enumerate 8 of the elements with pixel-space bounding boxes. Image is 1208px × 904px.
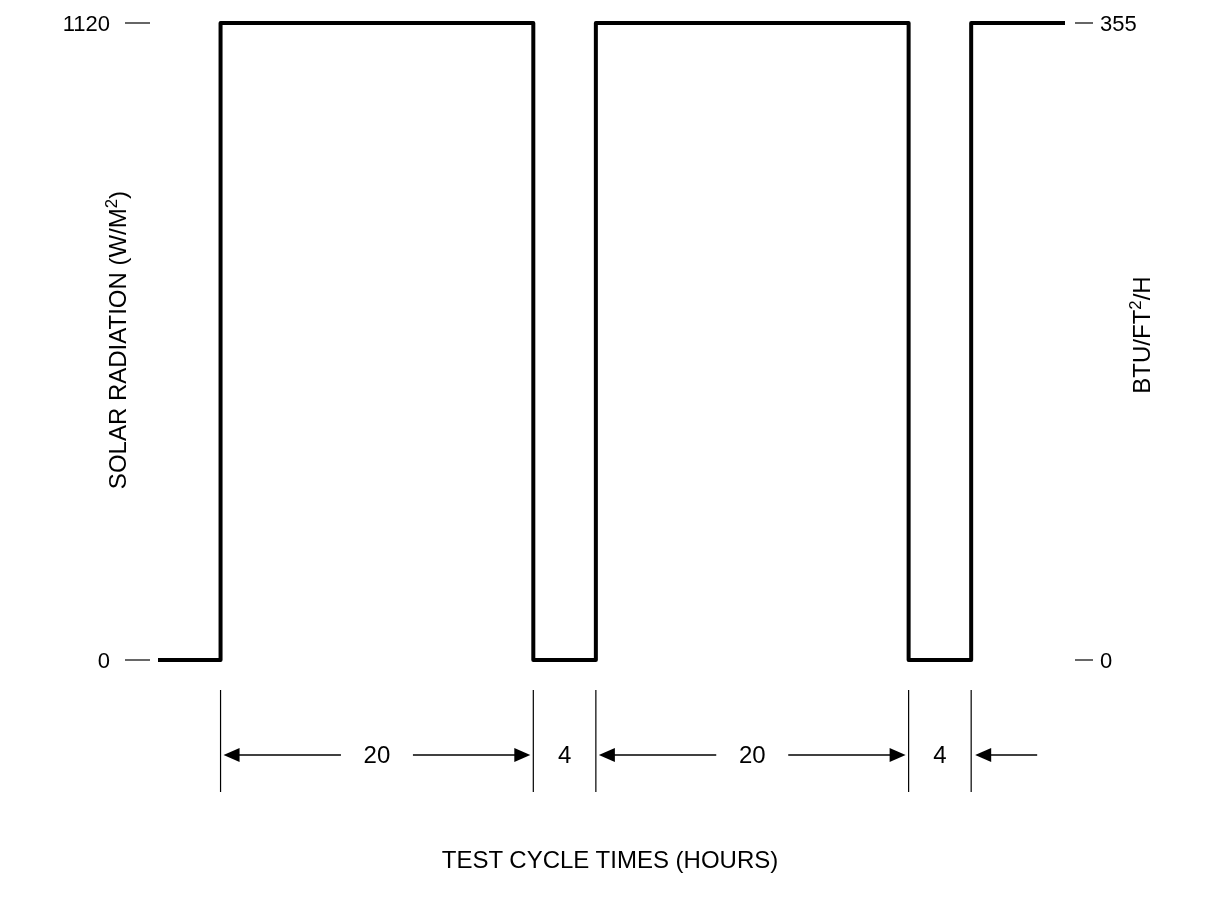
text: 4 [557, 741, 572, 769]
y2-tick-label: 355 [1100, 10, 1137, 36]
y-tick-label: 1120 [62, 10, 110, 36]
y2-tick-label: 0 [1100, 647, 1113, 673]
text: 20 [363, 741, 391, 769]
text: 4 [933, 741, 947, 769]
text: TEST CYCLE TIMES (HOURS) [441, 846, 779, 873]
text: 20 [738, 741, 766, 769]
